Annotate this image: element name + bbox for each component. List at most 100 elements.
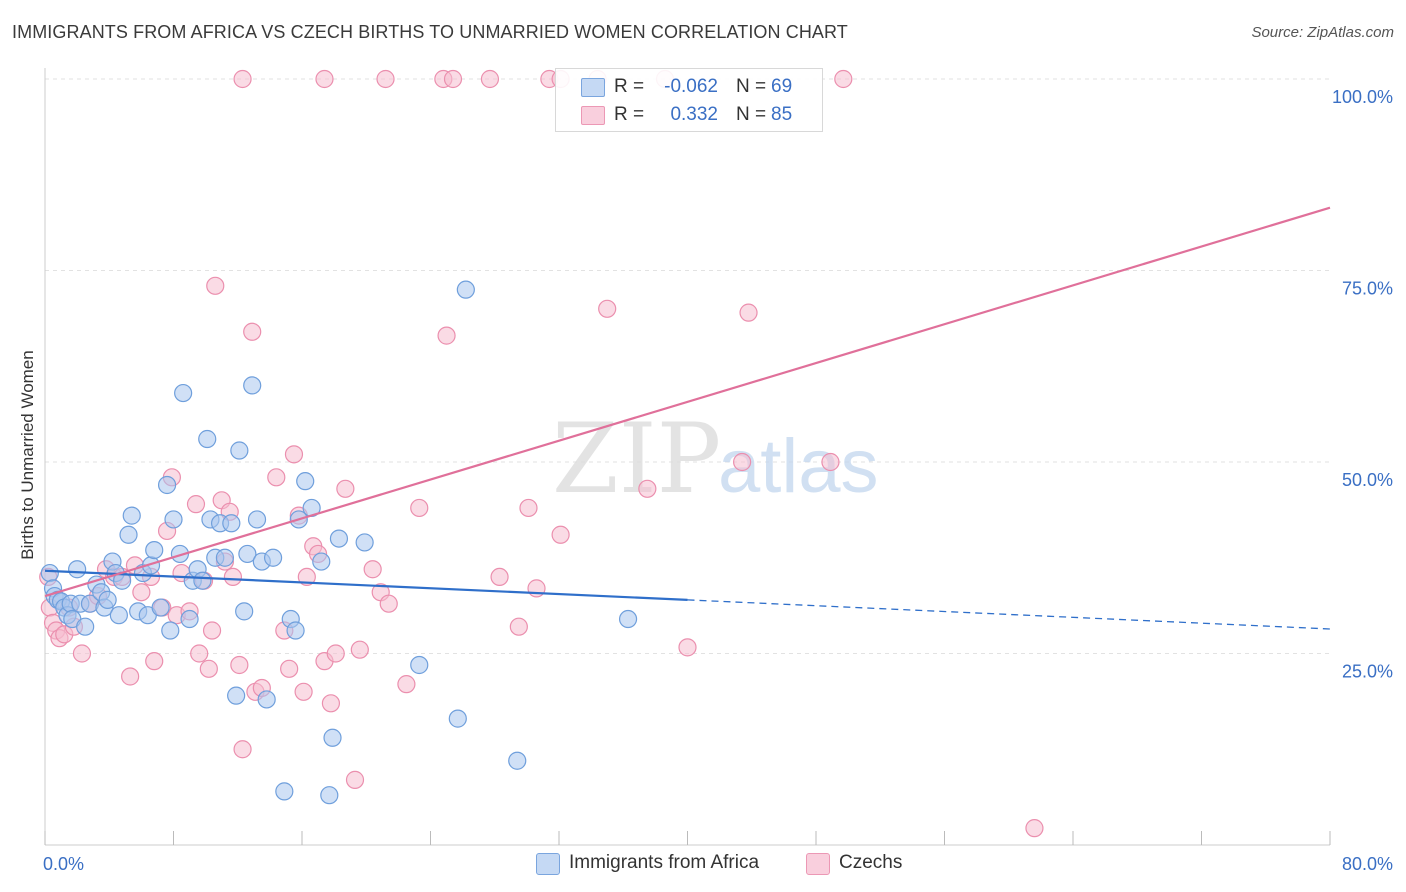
czech-point [186,495,206,514]
africa-point [157,475,177,495]
czech-point [145,652,164,671]
trend-line-africa [44,569,688,601]
czech-point [321,694,341,713]
czech-point [443,69,463,89]
africa-point [227,686,246,705]
africa-point [161,621,180,640]
africa-point [286,621,305,640]
africa-point [180,609,199,629]
czech-point [363,560,382,579]
y-tick-label: 100.0% [1332,87,1393,107]
czech-point [350,640,369,659]
africa-point [119,525,138,544]
axes [44,68,1331,846]
africa-point [618,609,638,629]
czech-point [345,770,365,789]
africa-points [40,280,638,805]
czech-point [509,617,528,636]
czech-point [315,69,334,89]
africa-point [508,751,527,770]
czechs-points [39,69,1044,838]
x-tick-label: 80.0% [1342,854,1393,874]
czech-point [202,621,222,640]
legend-n-label: N = [736,76,767,97]
africa-point [275,782,294,801]
czech-point [410,498,429,518]
czech-point [598,299,617,318]
africa-point [68,560,87,579]
czech-point [739,303,758,322]
czech-point [638,479,657,498]
africa-point [410,655,429,675]
czech-point [132,583,151,602]
africa-point [235,602,254,621]
africa-point [222,514,241,533]
legend-n-value: 69 [771,76,793,97]
y-tick-label: 25.0% [1342,662,1393,682]
africa-point [320,786,339,805]
czech-point [733,452,752,472]
czech-point [267,468,286,487]
africa-point [98,590,117,609]
watermark-zip: ZIP [552,403,721,515]
africa-point [198,429,217,449]
correlation-legend: R = -0.062 N = 69 R = 0.332 N = 85 [555,68,823,132]
czech-point [437,326,456,345]
series-legend: Immigrants from Africa Czechs [0,852,1406,878]
czech-point [284,445,304,464]
y-tick-label: 75.0% [1342,279,1393,299]
czech-point [297,567,316,587]
africa-point [145,540,164,560]
africa-point [296,472,315,491]
africa-point [215,548,234,567]
legend-swatch-africa [581,78,605,97]
czech-point [376,69,395,89]
czech-point [199,659,218,678]
czech-point [72,644,92,663]
legend-r-label: R = [614,76,645,97]
africa-point [243,376,262,395]
africa-point [263,548,283,567]
czech-point [490,567,509,587]
czech-point [379,594,398,613]
africa-point [122,506,141,525]
czech-point [326,644,345,663]
africa-point [76,617,95,636]
trend-lines [44,206,1331,630]
africa-point [170,544,190,564]
czech-point [336,479,355,498]
africa-point [193,571,212,590]
africa-point [329,529,349,548]
africa-point [164,510,183,529]
africa-point [40,563,59,583]
source-label: Source: ZipAtlas.com [1251,24,1394,41]
czech-point [233,740,252,759]
legend-r-value: -0.062 [664,76,718,97]
watermark: ZIP atlas [552,403,879,515]
trend-line-czechs [44,206,1331,598]
czech-point [233,69,252,89]
czech-point [834,69,853,89]
trend-extension-africa [687,599,1331,630]
africa-point [174,383,193,403]
czech-point [280,659,299,678]
legend-row-czechs: R = 0.332 N = 85 [556,101,822,129]
tick-labels: 25.0% 50.0% 75.0% 100.0% 0.0% 80.0% [43,87,1393,874]
czech-point [294,682,313,701]
africa-point [109,606,128,625]
czech-point [243,322,262,341]
africa-point [448,709,467,728]
chart-title: IMMIGRANTS FROM AFRICA VS CZECH BIRTHS T… [12,22,848,42]
africa-point [355,533,374,552]
x-tick-label: 0.0% [43,854,84,874]
czech-point [230,655,249,675]
africa-point [238,544,257,564]
legend-r-value: 0.332 [670,104,718,125]
czech-point [190,644,209,663]
czech-point [223,567,243,587]
grid-lines [45,78,1330,654]
y-tick-label: 50.0% [1342,470,1393,490]
africa-point [456,280,475,299]
africa-point [151,598,170,617]
